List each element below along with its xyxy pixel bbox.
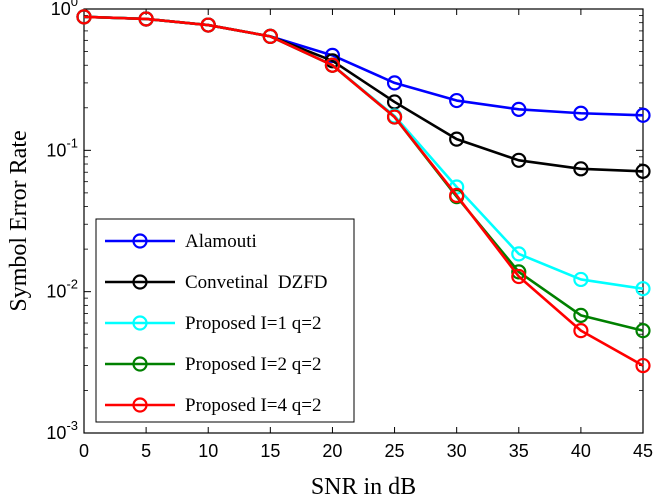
legend-entry-4: Proposed I=2 q=2 [105,354,321,375]
y-tick-exponent: -3 [66,418,78,433]
x-tick-label: 35 [509,441,529,461]
legend-marker [132,315,148,331]
legend-label: Proposed I=1 q=2 [185,313,321,334]
data-point [386,75,403,91]
y-tick-base: 10 [46,140,66,160]
y-tick-label: 10-1 [46,135,78,160]
x-tick-label: 15 [260,441,280,461]
y-tick-base: 10 [46,282,66,302]
data-point [76,9,92,25]
data-point [635,357,651,374]
data-point [573,323,589,339]
x-tick-label: 25 [385,441,405,461]
data-point [635,107,651,123]
legend-marker [132,356,148,372]
legend-label: Convetinal DZFD [185,272,328,293]
y-tick-exponent: -2 [66,277,78,292]
series-5 [76,9,651,374]
x-tick-label: 10 [198,441,218,461]
data-point [449,187,465,203]
data-point [324,57,341,73]
x-axis-title: SNR in dB [311,474,416,500]
legend-marker [132,397,148,413]
data-point [511,101,527,117]
data-point [635,323,651,339]
data-point [511,268,527,285]
legend-marker [132,274,148,290]
data-point [573,161,589,177]
data-point [573,105,589,121]
data-point [635,281,651,297]
data-point [573,307,589,323]
x-tick-label: 45 [633,441,653,461]
data-point [511,246,527,262]
y-tick-label: 10-3 [46,418,78,443]
legend-marker [132,233,148,249]
y-tick-label: 10-2 [46,277,78,302]
data-point [635,163,651,179]
x-tick-label: 5 [141,441,151,461]
legend-entry-5: Proposed I=4 q=2 [105,395,321,416]
y-tick-exponent: 0 [71,0,78,9]
data-point [511,152,527,168]
legend-entry-3: Proposed I=1 q=2 [105,313,321,334]
y-tick-base: 10 [51,0,71,19]
data-point [449,131,465,147]
x-tick-label: 30 [447,441,467,461]
data-point [449,92,465,109]
y-tick-label: 100 [51,0,78,19]
legend-box [95,218,355,423]
data-point [200,17,216,33]
data-point [573,271,589,288]
series-layer [76,9,651,374]
legend-entry-2: Convetinal DZFD [105,272,328,293]
data-point [511,264,527,280]
x-tick-label: 0 [79,441,89,461]
series-line [83,15,644,367]
legend-label: Proposed I=2 q=2 [185,354,321,375]
y-axis-title: Symbol Error Rate [6,130,32,311]
x-tick-label: 40 [571,441,591,461]
y-tick-exponent: -1 [66,135,78,150]
y-tick-base: 10 [46,423,66,443]
legend-entry-1: Alamouti [105,231,257,252]
legend: Alamouti Convetinal DZFD Proposed I=1 q=2 P… [95,218,355,423]
x-tick-label: 20 [322,441,342,461]
data-point [262,28,278,44]
data-point [386,109,403,125]
legend-label: Alamouti [185,231,257,252]
data-point [138,11,154,27]
legend-label: Proposed I=4 q=2 [185,395,321,416]
